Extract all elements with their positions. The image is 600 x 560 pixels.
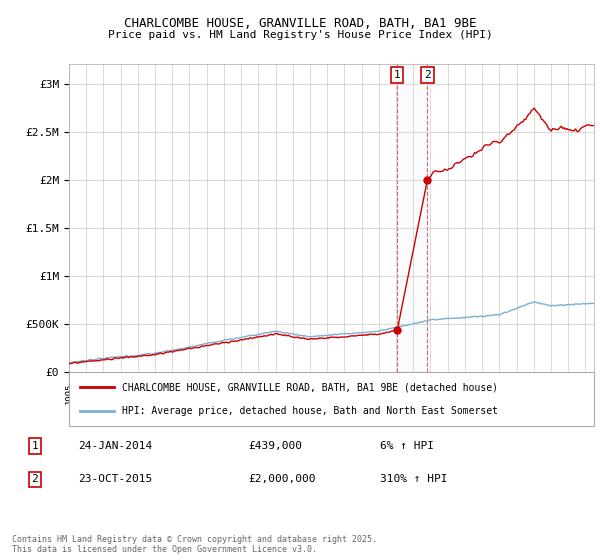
Text: 2: 2 [424,70,431,80]
FancyBboxPatch shape [69,372,594,426]
Text: 23-OCT-2015: 23-OCT-2015 [77,474,152,484]
Text: 1: 1 [394,70,401,80]
Text: CHARLCOMBE HOUSE, GRANVILLE ROAD, BATH, BA1 9BE: CHARLCOMBE HOUSE, GRANVILLE ROAD, BATH, … [124,17,476,30]
Text: CHARLCOMBE HOUSE, GRANVILLE ROAD, BATH, BA1 9BE (detached house): CHARLCOMBE HOUSE, GRANVILLE ROAD, BATH, … [121,382,497,393]
Text: Price paid vs. HM Land Registry's House Price Index (HPI): Price paid vs. HM Land Registry's House … [107,30,493,40]
Text: 6% ↑ HPI: 6% ↑ HPI [380,441,434,451]
Text: 2: 2 [32,474,38,484]
Bar [397,64,427,372]
Text: Contains HM Land Registry data © Crown copyright and database right 2025.
This d: Contains HM Land Registry data © Crown c… [12,535,377,554]
Text: 310% ↑ HPI: 310% ↑ HPI [380,474,447,484]
Text: 24-JAN-2014: 24-JAN-2014 [77,441,152,451]
Text: 1: 1 [32,441,38,451]
Text: HPI: Average price, detached house, Bath and North East Somerset: HPI: Average price, detached house, Bath… [121,405,497,416]
Text: £2,000,000: £2,000,000 [249,474,316,484]
Text: £439,000: £439,000 [249,441,303,451]
